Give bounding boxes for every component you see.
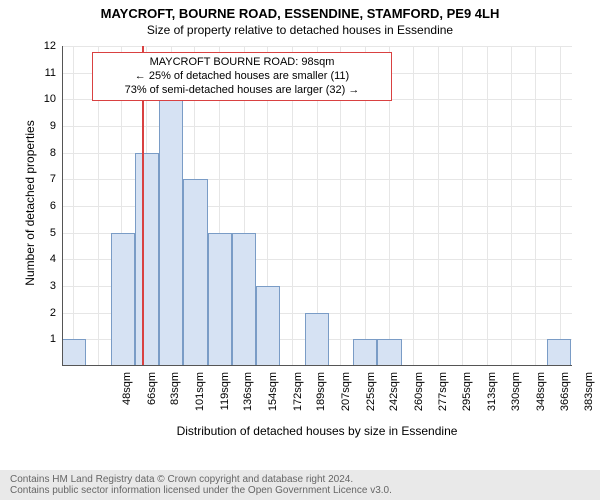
- x-tick-label: 83sqm: [169, 372, 181, 422]
- y-tick-label: 1: [34, 333, 56, 345]
- histogram-bar: [62, 339, 86, 366]
- gridline: [511, 46, 512, 366]
- histogram-bar: [111, 233, 135, 366]
- histogram-bar: [135, 153, 159, 366]
- histogram-bar: [377, 339, 401, 366]
- y-tick-label: 4: [34, 253, 56, 265]
- axis-line: [62, 46, 63, 366]
- y-tick-label: 2: [34, 307, 56, 319]
- histogram-bar: [208, 233, 232, 366]
- gridline: [73, 46, 74, 366]
- x-tick-label: 260sqm: [413, 372, 425, 422]
- histogram-bar: [305, 313, 329, 366]
- histogram-bar: [547, 339, 571, 366]
- chart-subtitle: Size of property relative to detached ho…: [0, 23, 600, 37]
- gridline: [462, 46, 463, 366]
- x-axis-label: Distribution of detached houses by size …: [62, 424, 572, 438]
- annotation-line: MAYCROFT BOURNE ROAD: 98sqm: [99, 56, 385, 70]
- y-tick-label: 9: [34, 120, 56, 132]
- axis-line: [62, 365, 572, 366]
- y-tick-label: 11: [34, 67, 56, 79]
- gridline: [535, 46, 536, 366]
- x-tick-label: 277sqm: [437, 372, 449, 422]
- y-tick-label: 3: [34, 280, 56, 292]
- x-tick-label: 330sqm: [510, 372, 522, 422]
- license-footer: Contains HM Land Registry data © Crown c…: [0, 470, 600, 500]
- chart-container: { "title_line1": "MAYCROFT, BOURNE ROAD,…: [0, 0, 600, 500]
- x-tick-label: 383sqm: [583, 372, 595, 422]
- x-tick-label: 189sqm: [315, 372, 327, 422]
- histogram-bar: [159, 99, 183, 366]
- x-tick-label: 366sqm: [559, 372, 571, 422]
- x-tick-label: 207sqm: [340, 372, 352, 422]
- x-tick-label: 225sqm: [365, 372, 377, 422]
- histogram-bar: [353, 339, 377, 366]
- annotation-line: 73% of semi-detached houses are larger (…: [99, 84, 385, 98]
- gridline: [438, 46, 439, 366]
- y-tick-label: 6: [34, 200, 56, 212]
- y-tick-label: 10: [34, 93, 56, 105]
- gridline: [560, 46, 561, 366]
- x-tick-label: 172sqm: [292, 372, 304, 422]
- x-tick-label: 154sqm: [267, 372, 279, 422]
- histogram-bar: [183, 179, 207, 366]
- x-tick-label: 119sqm: [219, 372, 231, 422]
- annotation-line: ← 25% of detached houses are smaller (11…: [99, 70, 385, 84]
- y-tick-label: 12: [34, 40, 56, 52]
- chart-title: MAYCROFT, BOURNE ROAD, ESSENDINE, STAMFO…: [0, 0, 600, 21]
- plot-area: MAYCROFT BOURNE ROAD: 98sqm ← 25% of det…: [62, 46, 572, 366]
- gridline: [487, 46, 488, 366]
- x-tick-label: 136sqm: [242, 372, 254, 422]
- histogram-bar: [256, 286, 280, 366]
- histogram-bar: [232, 233, 256, 366]
- gridline: [413, 46, 414, 366]
- annotation-box: MAYCROFT BOURNE ROAD: 98sqm ← 25% of det…: [92, 52, 392, 101]
- x-tick-label: 48sqm: [121, 372, 133, 422]
- footer-line: Contains HM Land Registry data © Crown c…: [10, 474, 590, 485]
- y-tick-label: 8: [34, 147, 56, 159]
- y-tick-label: 5: [34, 227, 56, 239]
- y-tick-label: 7: [34, 173, 56, 185]
- footer-line: Contains public sector information licen…: [10, 485, 590, 496]
- x-tick-label: 242sqm: [388, 372, 400, 422]
- x-tick-label: 101sqm: [194, 372, 206, 422]
- x-tick-label: 348sqm: [535, 372, 547, 422]
- x-tick-label: 313sqm: [486, 372, 498, 422]
- x-tick-label: 66sqm: [146, 372, 158, 422]
- x-tick-label: 295sqm: [461, 372, 473, 422]
